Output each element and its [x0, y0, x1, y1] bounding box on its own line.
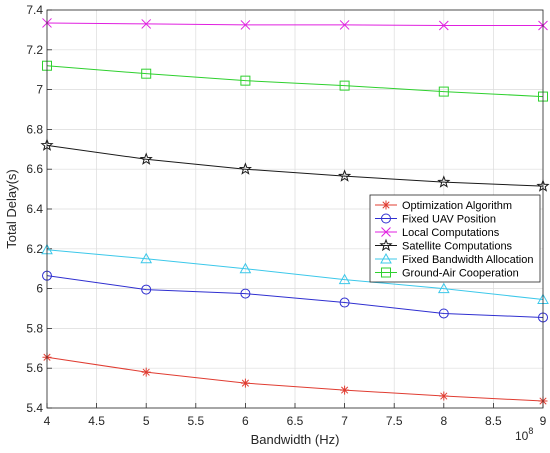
data-point-marker	[439, 391, 449, 401]
legend: Optimization Algorithm Fixed UAV Position…	[369, 194, 541, 283]
legend-label: Satellite Computations	[402, 241, 513, 253]
series-x	[42, 18, 548, 31]
x-tick-label: 7	[341, 414, 348, 428]
data-point-marker	[381, 227, 391, 237]
x-tick-label: 6	[242, 414, 249, 428]
legend-box	[369, 194, 541, 283]
data-point-marker	[437, 175, 451, 188]
series-line	[46, 22, 543, 27]
data-point-marker	[141, 68, 152, 79]
y-tick-label: 6.4	[26, 202, 43, 216]
legend-label: Ground-Air Cooperation	[402, 268, 519, 280]
y-tick-label: 5.8	[26, 321, 43, 335]
series-line	[46, 65, 544, 98]
data-point-marker	[240, 378, 250, 388]
x-tick-label: 9	[540, 414, 547, 428]
x-tick-label: 5.5	[187, 414, 204, 428]
series-line	[46, 249, 544, 301]
data-point-marker	[381, 267, 391, 278]
x-exponent-base: 10	[515, 429, 529, 443]
x-tick-labels: 4 4.5 5 5.5 6 6.5 7 7.5 8 8.5 9	[44, 414, 547, 428]
x-tick-label: 5	[143, 414, 150, 428]
legend-item: Fixed UAV Position	[375, 213, 496, 226]
data-series	[40, 18, 550, 406]
data-point-marker	[438, 308, 449, 319]
y-tick-label: 7.2	[26, 43, 43, 57]
data-point-marker	[339, 297, 350, 308]
x-tick-label: 4	[44, 414, 51, 428]
data-point-marker	[239, 262, 252, 274]
data-point-marker	[381, 200, 391, 210]
y-axis-label: Total Delay(s)	[4, 169, 19, 248]
x-tick-label: 8	[440, 414, 447, 428]
data-point-marker	[340, 385, 350, 395]
y-tick-labels: 5.4 5.6 5.8 6 6.2 6.4 6.6 6.8 7 7.2 7.4	[26, 3, 43, 415]
data-point-marker	[240, 288, 251, 299]
series-line	[46, 275, 544, 318]
data-point-marker	[240, 75, 251, 86]
x-tick-label: 7.5	[386, 414, 403, 428]
y-tick-label: 5.4	[26, 401, 43, 415]
y-tick-label: 6	[36, 282, 43, 296]
data-point-marker	[381, 213, 391, 224]
legend-label: Fixed Bandwidth Allocation	[402, 254, 533, 266]
plot-frame	[46, 9, 544, 409]
x-tick-label: 4.5	[88, 414, 105, 428]
data-point-marker	[238, 162, 252, 175]
data-point-marker	[338, 273, 351, 285]
x-tick-label: 6.5	[287, 414, 304, 428]
legend-item: Optimization Algorithm	[375, 200, 512, 212]
legend-label: Optimization Algorithm	[402, 200, 512, 212]
legend-label: Local Computations	[402, 227, 500, 239]
legend-label: Fixed UAV Position	[402, 214, 496, 226]
y-tick-label: 6.8	[26, 122, 43, 136]
data-point-marker	[380, 252, 392, 264]
legend-item: Fixed Bandwidth Allocation	[375, 252, 533, 266]
data-point-marker	[139, 152, 153, 165]
data-point-marker	[338, 169, 352, 182]
series-line	[46, 144, 544, 187]
series-line	[46, 356, 544, 402]
x-axis-label: Bandwidth (Hz)	[251, 432, 340, 447]
y-tick-label: 7.4	[26, 3, 43, 17]
x-axis-exponent: 108	[515, 426, 533, 443]
legend-item: Local Computations	[375, 227, 500, 239]
data-point-marker	[141, 367, 151, 377]
data-point-marker	[141, 19, 152, 29]
data-point-marker	[437, 282, 450, 294]
series-triangle	[41, 243, 549, 305]
legend-item: Satellite Computations	[375, 238, 513, 253]
data-point-marker	[141, 284, 152, 295]
x-tick-label: 8.5	[485, 414, 502, 428]
y-tick-label: 6.2	[26, 242, 43, 256]
data-point-marker	[339, 80, 350, 91]
data-point-marker	[140, 252, 153, 264]
y-tick-label: 6.6	[26, 162, 43, 176]
y-tick-label: 5.6	[26, 361, 43, 375]
y-tick-label: 7	[36, 83, 43, 97]
data-point-marker	[438, 86, 449, 97]
data-point-marker	[240, 20, 251, 30]
legend-item: Ground-Air Cooperation	[375, 267, 519, 280]
series-star	[40, 138, 550, 192]
data-point-marker	[438, 20, 449, 31]
data-point-marker	[339, 20, 350, 30]
x-exponent-power: 8	[528, 426, 533, 436]
data-point-marker	[379, 238, 393, 252]
